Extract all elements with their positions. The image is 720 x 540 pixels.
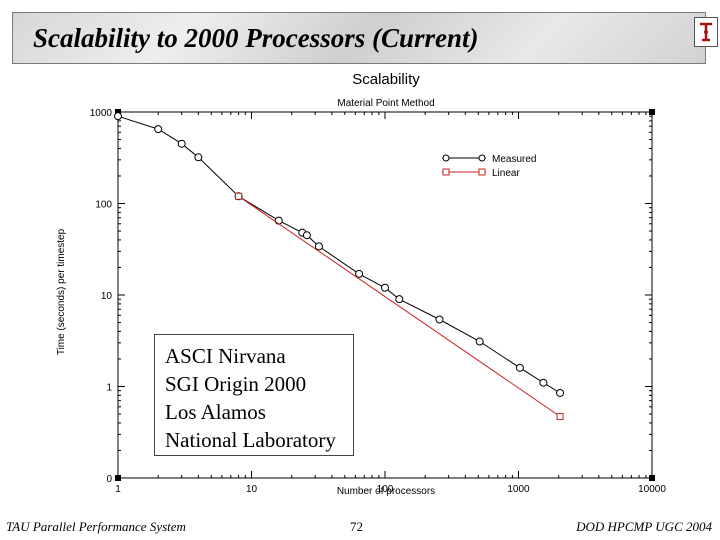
legend-marker-measured xyxy=(442,154,450,162)
measured-point xyxy=(314,242,323,251)
measured-point xyxy=(381,283,389,292)
footer-right: DOD HPCMP UGC 2004 xyxy=(576,519,712,534)
y-tick-label: 1000 xyxy=(90,108,113,119)
title-bar: Scalability to 2000 Processors (Current) xyxy=(12,12,718,64)
chart-subtitle: Material Point Method xyxy=(337,98,434,109)
slide-title: Scalability to 2000 Processors (Current) xyxy=(33,23,479,53)
y-tick-label: 0 xyxy=(106,474,112,485)
measured-point xyxy=(114,112,122,121)
measured-point xyxy=(355,269,364,278)
y-axis-label: Time (seconds) per timestep xyxy=(56,228,67,355)
measured-point xyxy=(556,388,565,397)
annotation-line: ASCI Nirvana xyxy=(165,344,286,368)
annotation-line: Los Alamos xyxy=(165,400,266,424)
y-tick-label: 1 xyxy=(106,383,112,394)
linear-series-line xyxy=(238,195,561,417)
x-tick-label: 100 xyxy=(377,484,394,495)
system-annotation: ASCI Nirvana SGI Origin 2000 Los Alamos … xyxy=(154,334,354,456)
measured-point xyxy=(475,337,484,346)
measured-point xyxy=(539,378,548,387)
legend-marker-measured xyxy=(478,154,486,162)
measured-point xyxy=(154,125,163,134)
annotation-line: National Laboratory xyxy=(165,428,336,452)
chart-svg: Scalability Material Point Method Number… xyxy=(56,71,666,497)
measured-point xyxy=(515,363,524,372)
measured-point xyxy=(194,153,203,162)
footer-left: TAU Parallel Performance System xyxy=(6,519,186,534)
linear-point xyxy=(235,192,243,200)
x-tick-label: 10000 xyxy=(638,484,666,495)
measured-point xyxy=(395,295,404,304)
legend-label-measured: Measured xyxy=(492,154,536,165)
x-tick-label: 10 xyxy=(246,484,258,495)
x-tick-label: 1 xyxy=(115,484,121,495)
y-tick-label: 100 xyxy=(95,200,112,211)
x-axis-label: Number of processors xyxy=(337,486,435,497)
measured-point xyxy=(302,231,311,240)
logo-icon xyxy=(694,17,718,47)
legend-marker-linear xyxy=(442,168,450,176)
legend-marker-linear xyxy=(478,168,486,176)
scalability-chart: Scalability Material Point Method Number… xyxy=(50,66,680,504)
measured-point xyxy=(435,315,444,324)
x-tick-label: 1000 xyxy=(507,484,530,495)
annotation-line: SGI Origin 2000 xyxy=(165,372,307,396)
chart-title: Scalability xyxy=(352,71,420,88)
legend-label-linear: Linear xyxy=(492,168,520,179)
measured-point xyxy=(274,216,283,225)
linear-point xyxy=(556,413,564,421)
page-number: 72 xyxy=(350,519,363,534)
measured-point xyxy=(177,139,186,148)
y-tick-label: 10 xyxy=(101,291,113,302)
